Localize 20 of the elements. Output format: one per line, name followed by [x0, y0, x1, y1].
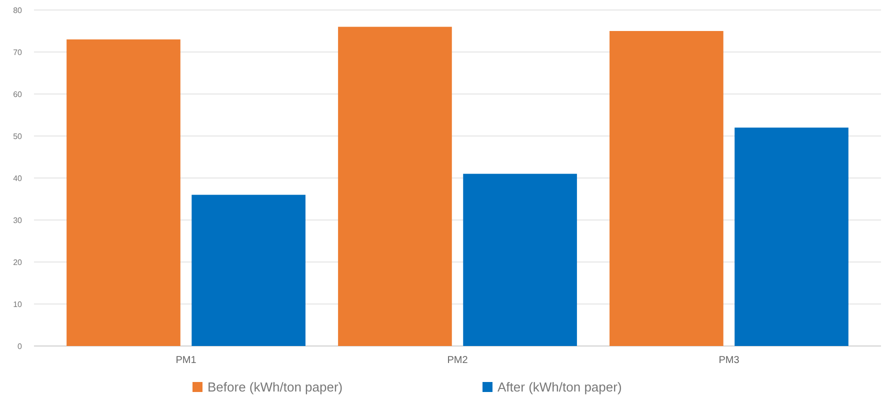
y-tick-label: 50: [13, 132, 23, 141]
bar: [734, 128, 848, 346]
y-tick-label: 30: [13, 216, 23, 225]
bar: [192, 194, 306, 346]
y-tick-label: 70: [13, 48, 23, 57]
y-tick-label: 60: [13, 90, 23, 99]
x-tick-label: PM1: [176, 355, 197, 366]
bar: [66, 39, 180, 346]
y-tick-label: 0: [18, 342, 23, 351]
bar: [463, 174, 577, 346]
y-tick-label: 80: [13, 6, 23, 15]
y-tick-label: 40: [13, 174, 23, 183]
y-tick-label: 10: [13, 300, 23, 309]
x-tick-label: PM2: [447, 355, 468, 366]
legend-label: After (kWh/ton paper): [498, 380, 622, 395]
bar: [610, 31, 724, 346]
legend-label: Before (kWh/ton paper): [208, 380, 343, 395]
y-tick-label: 20: [13, 258, 23, 267]
x-tick-label: PM3: [718, 355, 740, 366]
bar: [338, 26, 452, 346]
